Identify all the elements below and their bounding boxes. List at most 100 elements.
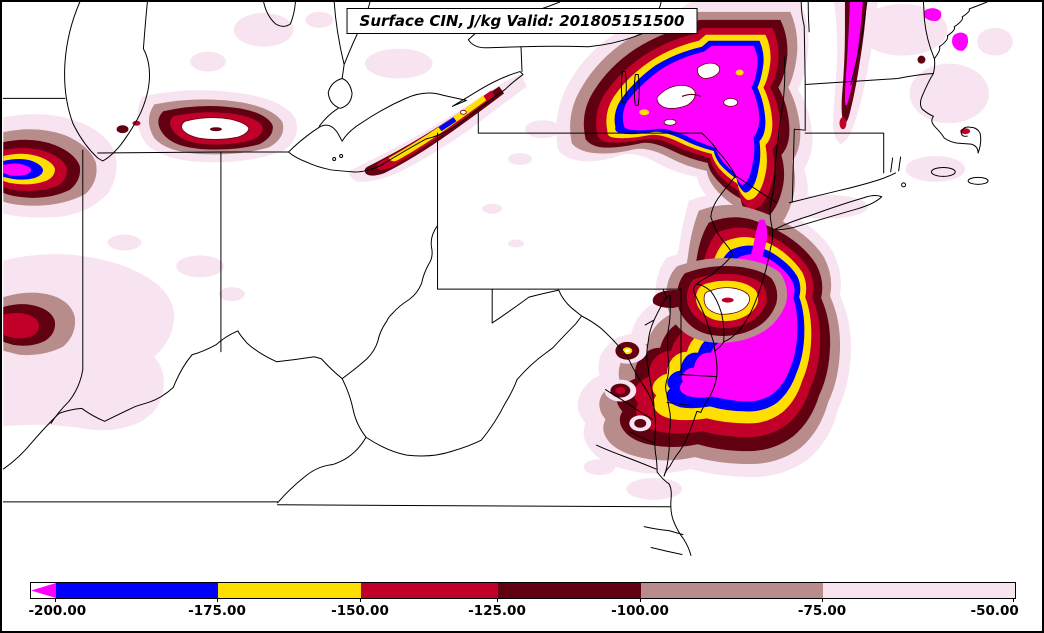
block-island <box>901 182 907 188</box>
colorbar-tick-label: -100.00 <box>611 603 669 619</box>
delmarva-coastline <box>663 350 718 477</box>
cin-region-central-ny <box>570 11 801 235</box>
state-border-ny-ct <box>791 128 806 203</box>
colorbar-segment <box>361 583 498 598</box>
colorbar-segment <box>641 583 823 598</box>
ohio-river <box>2 225 439 470</box>
cin-region-south-jersey-donut <box>652 258 788 343</box>
delaware-bay-shoreline <box>693 283 725 352</box>
cin-region-indiana-kentucky <box>3 292 76 356</box>
contour-band <box>952 32 969 51</box>
contour-band <box>844 2 863 106</box>
lake-stclair-detroit-river <box>318 78 353 127</box>
colorbar-tick <box>1013 598 1014 602</box>
contour-core-white <box>723 97 739 107</box>
contour-band <box>721 297 734 303</box>
contour-band <box>3 163 32 176</box>
lake-erie-shoreline <box>287 71 524 173</box>
contour-band <box>626 477 682 500</box>
contour-core-white <box>459 109 467 115</box>
contour-band <box>622 45 760 185</box>
colorbar-segment <box>498 583 641 598</box>
cin-region-chicago <box>3 120 141 206</box>
contour-band <box>233 12 294 47</box>
cin-region-new-england-coast <box>917 8 971 135</box>
cin-region-southern-michigan <box>148 99 284 155</box>
state-border-ma-north <box>804 73 934 85</box>
colorbar-segment <box>218 583 361 598</box>
map-boundaries <box>2 2 989 556</box>
colorbar-tick-label: -150.00 <box>331 603 389 619</box>
potomac-river <box>491 289 654 406</box>
contour-band <box>839 117 847 130</box>
plot-title: Surface CIN, J/kg Valid: 201805151500 <box>346 8 698 34</box>
colorbar-tick-label: -75.00 <box>797 603 847 619</box>
colorbar-strip: -200.00 -175.00 -150.00 -125.00 -100.00 … <box>2 580 1042 631</box>
colorbar-tick-label: -125.00 <box>468 603 526 619</box>
state-border-ky-tn-va-nc <box>2 501 671 508</box>
colorbar-tick <box>360 598 361 602</box>
contour-band <box>305 11 334 28</box>
lake-erie-island <box>339 154 344 159</box>
ct-ri-coastline <box>788 156 902 204</box>
contour-core-white <box>624 349 630 353</box>
state-border-de-md <box>680 288 718 378</box>
contour-band <box>176 255 224 278</box>
state-border-ny-nj <box>735 175 777 204</box>
contour-band <box>482 203 503 214</box>
state-border-ny-vt-champlain <box>800 2 810 82</box>
cin-region-chesapeake-spots <box>604 335 652 432</box>
niagara-river <box>520 46 523 73</box>
contour-detail <box>681 93 702 97</box>
finger-lake <box>620 71 627 103</box>
state-border-me-nh <box>922 2 935 60</box>
colorbar-segment <box>56 583 218 598</box>
state-border-ky-wv <box>341 378 367 438</box>
lake-erie-island <box>332 157 337 161</box>
contour-core-white <box>656 84 696 109</box>
colorbar-tick <box>217 598 218 602</box>
contour-band <box>909 63 990 124</box>
contour-band <box>917 55 926 64</box>
delaware-river <box>693 132 737 293</box>
colorbar-tick <box>640 598 641 602</box>
colorbar-segment <box>31 583 56 598</box>
colorbar-segment <box>823 583 1015 598</box>
contour-band <box>508 239 524 248</box>
contour-band <box>116 125 129 134</box>
contour-band <box>190 51 226 72</box>
contour-band <box>639 109 650 116</box>
contour-band <box>438 117 457 132</box>
colorbar-tick <box>497 598 498 602</box>
contour-band <box>209 127 222 132</box>
contour-band <box>634 418 647 428</box>
colorbar-tick <box>55 598 56 602</box>
colorbar <box>30 582 1016 599</box>
james-york-rappahannock-rivers <box>596 389 657 470</box>
state-border-ma-south <box>804 132 885 174</box>
nantucket-island <box>967 176 989 185</box>
contour-band <box>3 313 40 339</box>
contour-band <box>508 153 532 165</box>
chesapeake-bay-shoreline <box>644 288 671 477</box>
state-border-ky-va <box>277 436 367 504</box>
hudson-river <box>769 56 786 226</box>
va-nc-coastline <box>643 471 692 556</box>
contour-band <box>977 27 1013 56</box>
contour-band <box>615 387 626 395</box>
contour-band <box>524 120 561 139</box>
contour-core-white <box>663 118 677 126</box>
colorbar-tick-label: -50.00 <box>970 603 1019 619</box>
state-border-ny-pa <box>477 111 703 134</box>
state-border-vt-nh <box>850 2 868 85</box>
state-border-md-va-delmarva <box>666 401 692 406</box>
contour-band <box>364 48 433 79</box>
cin-contour-field <box>3 2 1013 500</box>
lake-michigan-shoreline <box>64 2 150 162</box>
long-island-outline <box>773 195 883 231</box>
contour-band <box>923 8 942 22</box>
marthas-vineyard-island <box>930 166 956 177</box>
cin-halos <box>3 2 1013 500</box>
